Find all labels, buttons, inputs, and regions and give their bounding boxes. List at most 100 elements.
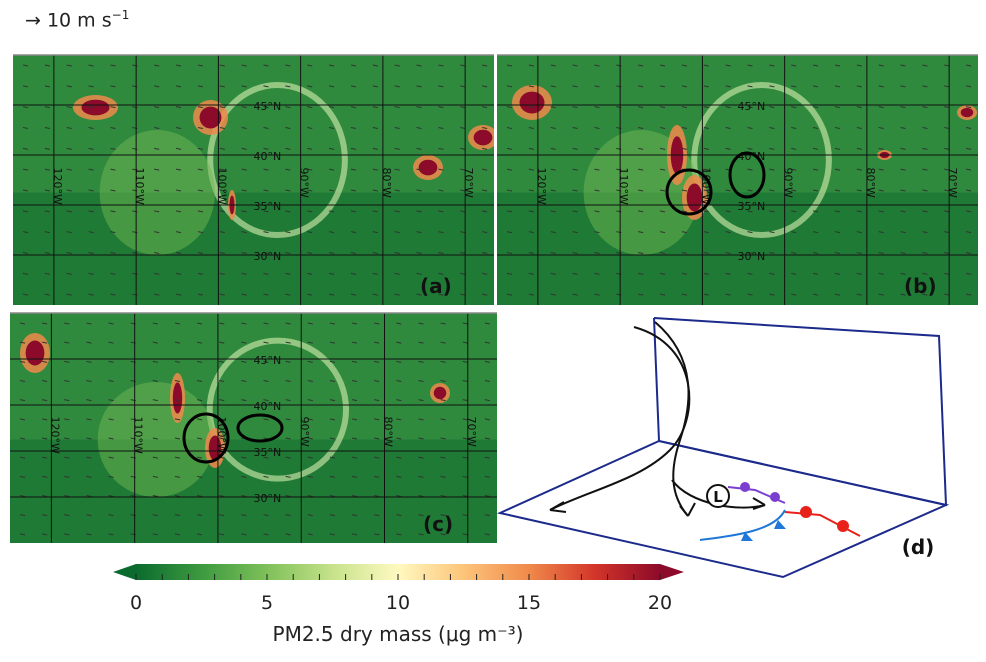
wind-vector [154,127,160,129]
wind-vector [462,380,468,382]
longitude-label: 90°W [298,417,311,447]
wind-vector [110,210,116,213]
wind-vector [812,293,819,296]
wind-vector [154,231,160,234]
longitude-label: 90°W [298,168,311,198]
wind-vector [22,272,29,275]
wind-vector [64,475,70,478]
wind-vector [154,252,160,254]
wind-vector [394,293,400,296]
wind-vector [285,293,291,296]
wind-vector [108,514,114,517]
wind-vector [438,293,444,296]
wind-vector [856,168,862,171]
wind-vector [175,85,182,88]
wind-vector [196,380,203,382]
wind-vector [110,64,116,67]
wind-vector [263,293,269,296]
wind-vector [66,272,72,275]
wind-vector [154,85,160,88]
wind-vector [703,127,709,129]
map-panel-a: 45°N 40°N 35°N 30°N 120°W 110°W 100°W 90°W 80°W 7… [13,54,494,305]
wind-vector [878,147,884,150]
wind-vector [19,360,26,363]
wind-vector [328,210,335,213]
wind-vector [329,322,336,325]
wind-vector [812,168,819,171]
wind-vector [550,106,556,109]
panel-label-b: (b) [904,274,937,298]
wind-vector [88,210,94,213]
wind-vector [922,210,928,213]
wind-vector [329,399,336,402]
wind-vector [88,168,94,171]
wind-vector [396,322,402,325]
wind-vector [462,514,468,517]
wind-vector [197,210,204,213]
wind-vector [350,147,357,150]
wind-vector [285,360,291,363]
wind-vector [328,293,335,296]
wind-vector [482,272,488,275]
wind-vector [372,168,378,171]
wind-vector [219,85,225,88]
green-patch [99,130,216,255]
wind-vector [594,168,600,171]
wind-vector [241,147,247,150]
wind-vector [66,189,72,192]
wind-vector [196,322,203,325]
wind-vector [681,64,688,67]
wind-vector [396,437,402,440]
wind-vector [482,189,488,192]
high-pm-core [473,129,493,146]
wind-vector [241,456,247,459]
wind-vector [834,189,841,192]
wind-vector [856,231,862,234]
wind-vector [394,85,400,88]
highlight-circle [728,151,766,199]
wind-vector [66,147,72,150]
wind-vector [307,189,313,192]
wind-vector [440,514,446,517]
wind-vector [307,272,313,275]
wind-vector [482,210,488,213]
wind-vector [418,380,424,382]
wind-vector [285,380,291,382]
wind-vector [196,456,203,459]
wind-vector [460,64,466,67]
wind-vector [484,475,490,478]
wind-vector [506,64,513,67]
wind-vector [659,252,666,254]
wind-vector [19,322,26,325]
wind-vector [219,252,225,254]
wind-vector [438,147,444,150]
wind-vector [19,437,26,440]
wind-vector [900,106,906,109]
wind-vector [108,399,114,402]
wind-vector [659,168,666,171]
wind-vector [44,189,50,192]
latitude-label: 45°N [738,100,766,113]
colorbar-tick-label: 5 [260,592,274,614]
wind-vector [350,168,357,171]
wind-vector [900,293,906,296]
wind-vector [374,380,380,382]
longitude-label: 70°W [465,417,478,447]
wind-vector [44,210,50,213]
wind-vector [396,495,402,497]
wind-vector [175,64,182,67]
wind-vector [263,456,269,459]
wind-vector [241,322,247,325]
wind-vector [900,147,906,150]
wind-vector [922,127,928,129]
wind-vector [812,231,819,234]
wind-vector [108,322,114,325]
wind-vector [372,106,378,109]
wind-vector [374,360,380,363]
wind-vector [725,106,731,109]
wind-vector [638,64,644,67]
wind-vector [922,64,928,67]
wind-vector [703,147,709,150]
wind-vector [152,322,158,325]
